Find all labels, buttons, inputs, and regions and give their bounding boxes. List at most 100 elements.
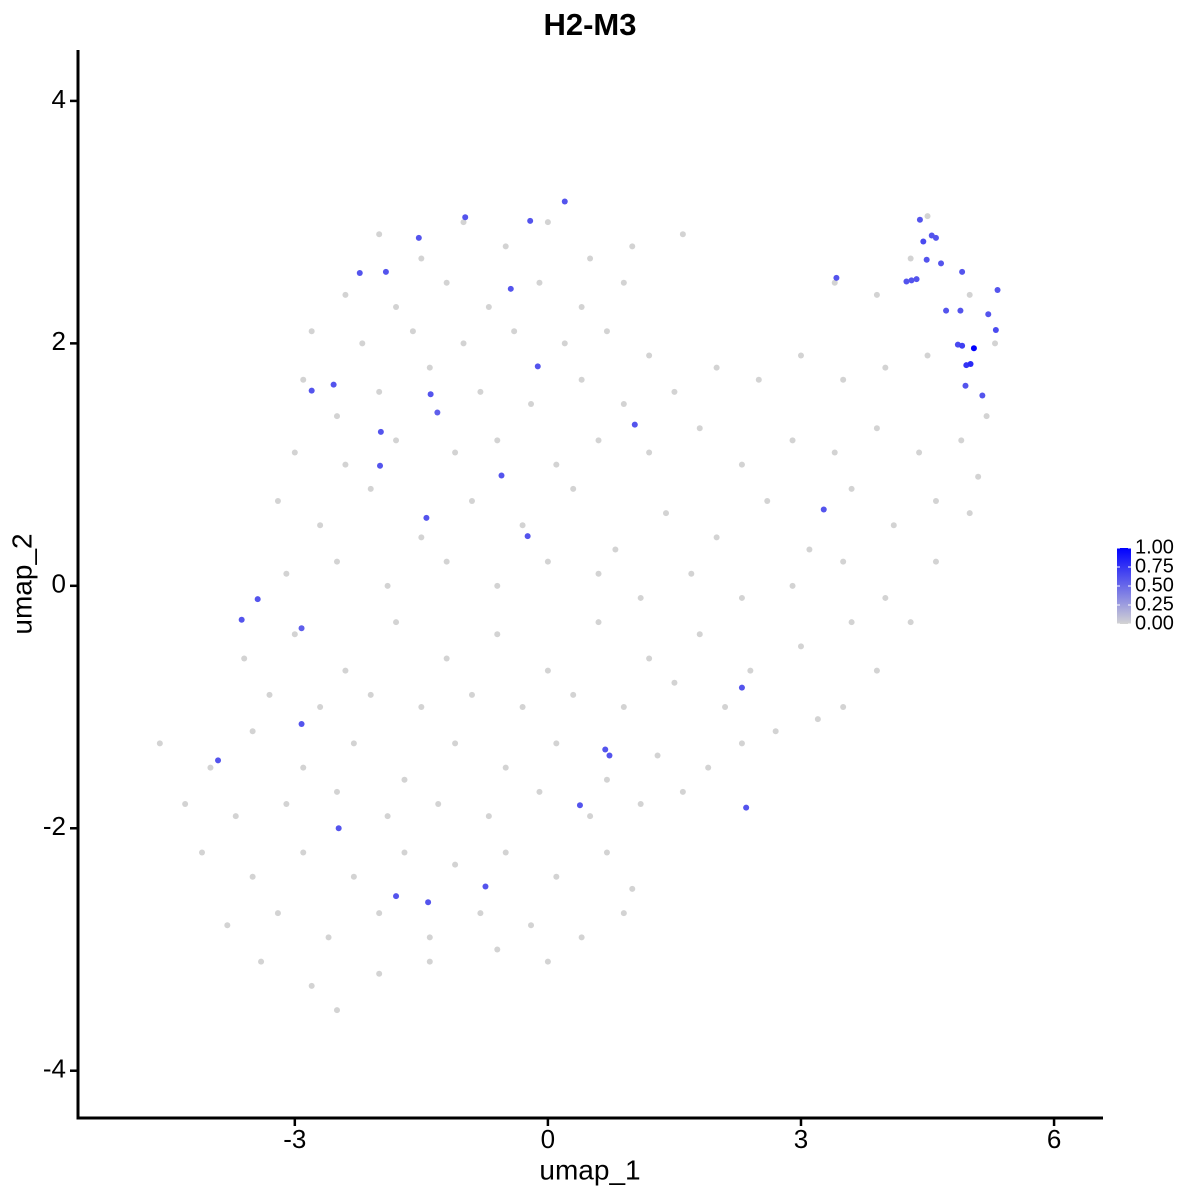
expressing-point: [916, 216, 923, 223]
expressing-point: [938, 260, 945, 267]
cell-point: [485, 303, 492, 310]
cell-point: [679, 231, 686, 238]
cell-point: [544, 667, 551, 674]
expressing-point: [482, 883, 489, 890]
cell-point: [350, 740, 357, 747]
cell-point: [983, 413, 990, 420]
cell-point: [848, 619, 855, 626]
cell-point: [696, 425, 703, 432]
expressing-point: [561, 198, 568, 205]
cell-point: [873, 291, 880, 298]
cell-point: [342, 667, 349, 674]
cell-point: [156, 740, 163, 747]
expressing-point: [377, 462, 384, 469]
expressing-point: [606, 752, 613, 759]
expressing-point: [957, 307, 964, 314]
cell-point: [958, 437, 965, 444]
cell-point: [283, 570, 290, 577]
cell-point: [274, 910, 281, 917]
cell-point: [671, 679, 678, 686]
chart-title: H2-M3: [543, 7, 636, 42]
cell-point: [393, 303, 400, 310]
legend-label: 1.00: [1135, 536, 1174, 558]
cell-point: [713, 534, 720, 541]
cell-point: [663, 510, 670, 517]
expressing-point: [462, 214, 469, 221]
cell-point: [460, 219, 467, 226]
cell-point: [342, 461, 349, 468]
expressing-point: [985, 311, 992, 318]
cell-point: [308, 328, 315, 335]
cell-point: [418, 704, 425, 711]
cell-point: [384, 582, 391, 589]
cell-point: [831, 449, 838, 456]
cell-point: [932, 558, 939, 565]
cell-point: [595, 570, 602, 577]
cell-point: [882, 364, 889, 371]
cell-point: [418, 534, 425, 541]
cell-point: [376, 910, 383, 917]
expressing-point: [415, 234, 422, 241]
expressing-point: [298, 721, 305, 728]
expressing-point: [994, 287, 1001, 294]
cell-point: [317, 522, 324, 529]
cell-point: [671, 388, 678, 395]
cell-point: [477, 388, 484, 395]
cell-point: [494, 946, 501, 953]
cell-point: [359, 340, 366, 347]
cell-point: [924, 352, 931, 359]
cell-point: [595, 437, 602, 444]
expressing-point: [903, 278, 910, 285]
cell-point: [890, 522, 897, 529]
cell-point: [932, 497, 939, 504]
cell-point: [840, 376, 847, 383]
cell-point: [620, 400, 627, 407]
expressing-point: [393, 893, 400, 900]
cell-point: [629, 243, 636, 250]
cell-point: [283, 801, 290, 808]
cell-point: [494, 582, 501, 589]
cell-point: [553, 461, 560, 468]
expressing-point: [743, 804, 750, 811]
cell-point: [924, 213, 931, 220]
expressing-point: [434, 409, 441, 416]
cell-point: [840, 704, 847, 711]
cell-point: [426, 934, 433, 941]
cell-point: [587, 255, 594, 262]
cell-point: [519, 522, 526, 529]
cell-point: [367, 485, 374, 492]
cell-point: [629, 885, 636, 892]
cell-point: [713, 364, 720, 371]
cell-point: [544, 558, 551, 565]
expressing-point: [943, 307, 950, 314]
cell-point: [603, 849, 610, 856]
expressing-point: [356, 270, 363, 277]
cell-point: [738, 594, 745, 601]
expressing-point: [427, 391, 434, 398]
legend-label: 0.00: [1135, 612, 1174, 634]
cell-point: [992, 340, 999, 347]
cell-point: [646, 655, 653, 662]
cell-point: [578, 303, 585, 310]
cell-point: [738, 461, 745, 468]
cell-point: [646, 449, 653, 456]
cell-point: [401, 776, 408, 783]
expressing-point: [507, 285, 514, 292]
y-tick-label: 4: [52, 84, 66, 114]
cell-point: [393, 437, 400, 444]
cell-point: [333, 413, 340, 420]
cell-point: [966, 510, 973, 517]
cell-point: [966, 291, 973, 298]
x-axis-label: umap_1: [539, 1154, 640, 1185]
y-tick-label: -4: [43, 1054, 66, 1084]
cell-point: [249, 873, 256, 880]
expressing-point: [631, 421, 638, 428]
cell-point: [435, 801, 442, 808]
cell-point: [620, 704, 627, 711]
cell-point: [519, 704, 526, 711]
cell-point: [401, 849, 408, 856]
cell-point: [705, 764, 712, 771]
expressing-point: [738, 684, 745, 691]
cell-point: [452, 449, 459, 456]
